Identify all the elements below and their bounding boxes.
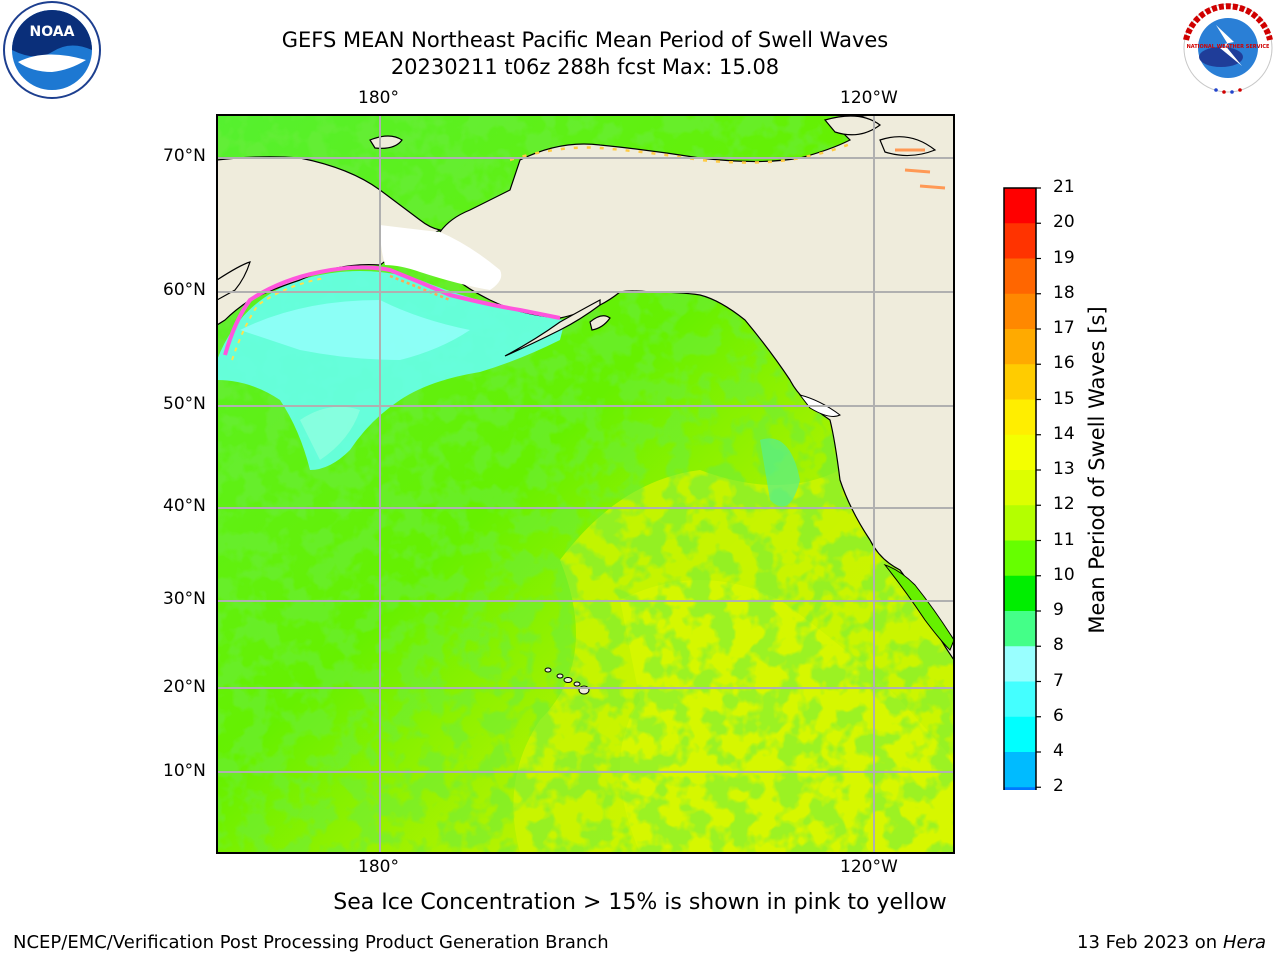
colorbar-tick-label: 10 <box>1053 564 1075 585</box>
colorbar-tick-label: 11 <box>1053 529 1075 550</box>
colorbar <box>1003 187 1041 790</box>
colorbar-tick-label: 21 <box>1053 177 1075 197</box>
colorbar-segment <box>1004 540 1036 577</box>
colorbar-segment <box>1004 716 1036 753</box>
colorbar-tick-label: 4 <box>1053 741 1064 761</box>
map-frame <box>216 114 955 854</box>
colorbar-tick-label: 9 <box>1053 600 1064 620</box>
noaa-logo-text: NOAA <box>30 24 75 40</box>
footer-credit: NCEP/EMC/Verification Post Processing Pr… <box>13 932 609 953</box>
colorbar-segment <box>1004 188 1036 224</box>
lat-label-40n: 40°N <box>163 496 206 516</box>
lat-label-70n: 70°N <box>163 146 206 166</box>
colorbar-segment <box>1004 505 1036 541</box>
colorbar-tick-label: 7 <box>1053 670 1064 691</box>
nws-logo-text: NATIONAL WEATHER SERVICE <box>1187 44 1270 50</box>
colorbar-tick-label: 17 <box>1053 318 1075 338</box>
colorbar-tick-label: 15 <box>1053 388 1075 409</box>
colorbar-tick-label: 18 <box>1053 282 1075 303</box>
sea-ice-footnote: Sea Ice Concentration > 15% is shown in … <box>333 890 947 915</box>
footer-date-text: 13 Feb 2023 on <box>1077 932 1218 953</box>
lat-label-30n: 30°N <box>163 589 206 609</box>
sea-ice-edge <box>223 265 561 356</box>
lat-label-60n: 60°N <box>163 280 206 300</box>
colorbar-tick-label: 13 <box>1053 459 1075 479</box>
lat-label-50n: 50°N <box>163 394 206 414</box>
colorbar-tick-label: 2 <box>1053 776 1064 797</box>
colorbar-label: Mean Period of Swell Waves [s] <box>1085 306 1109 634</box>
colorbar-segment <box>1004 470 1036 506</box>
lon-label-top-120w: 120°W <box>840 88 898 108</box>
colorbar-segment <box>1004 752 1036 788</box>
colorbar-tick-label: 12 <box>1053 494 1075 515</box>
colorbar-tick-label: 6 <box>1053 705 1064 726</box>
lat-label-10n: 10°N <box>163 761 206 781</box>
lon-label-bottom-120w: 120°W <box>840 857 898 877</box>
noaa-logo: NOAA <box>3 1 101 99</box>
lon-label-top-180: 180° <box>358 88 399 108</box>
colorbar-segment <box>1004 223 1036 259</box>
colorbar-tick-label: 8 <box>1053 635 1064 656</box>
footer-date: 13 Feb 2023 on Hera <box>1077 932 1266 953</box>
colorbar-segment <box>1004 364 1036 400</box>
chart-title: GEFS MEAN Northeast Pacific Mean Period … <box>281 28 889 52</box>
colorbar-tick-label: 16 <box>1053 353 1075 374</box>
colorbar-segment <box>1004 329 1036 365</box>
colorbar-segment <box>1004 646 1036 682</box>
colorbar-tick-label: 14 <box>1053 423 1075 444</box>
colorbar-segment <box>1004 293 1036 330</box>
colorbar-segment <box>1004 787 1036 790</box>
lon-label-bottom-180: 180° <box>358 857 399 877</box>
colorbar-tick-label: 19 <box>1053 247 1075 268</box>
colorbar-segment <box>1004 611 1036 647</box>
colorbar-segment <box>1004 575 1036 612</box>
colorbar-segment <box>1004 258 1036 295</box>
chart-subtitle: 20230211 t06z 288h fcst Max: 15.08 <box>390 55 780 79</box>
colorbar-segment <box>1004 399 1036 436</box>
lat-label-20n: 20°N <box>163 677 206 697</box>
colorbar-tick-label: 20 <box>1053 212 1075 233</box>
graticule <box>217 115 954 853</box>
nws-logo: NATIONAL WEATHER SERVICE <box>1183 3 1273 94</box>
footer-host: Hera <box>1222 932 1266 953</box>
colorbar-segment <box>1004 681 1036 718</box>
colorbar-segment <box>1004 434 1036 471</box>
